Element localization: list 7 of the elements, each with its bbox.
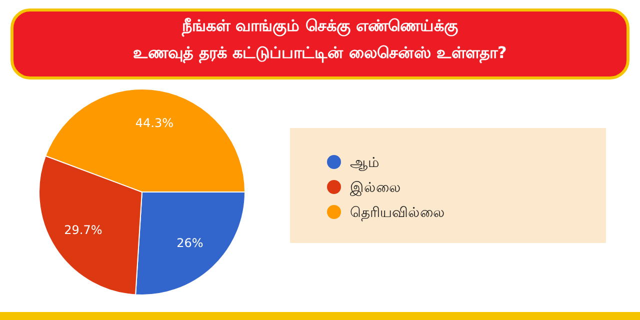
chart-title: நீங்கள் வாங்கும் செக்கு எண்ணெய்க்கு உணவுத் தரக் கட்டுப்பாட்டின் லைசென்ஸ் உள்ளதா? — [133, 16, 507, 63]
legend-label: ஆம் — [350, 155, 379, 171]
data-label: 44.3% — [135, 116, 174, 130]
legend-label: இல்லை — [350, 180, 401, 196]
data-label: 29.7% — [64, 223, 102, 238]
data-label: 26% — [176, 236, 204, 250]
legend-label: தெரியவில்லை — [350, 205, 445, 221]
